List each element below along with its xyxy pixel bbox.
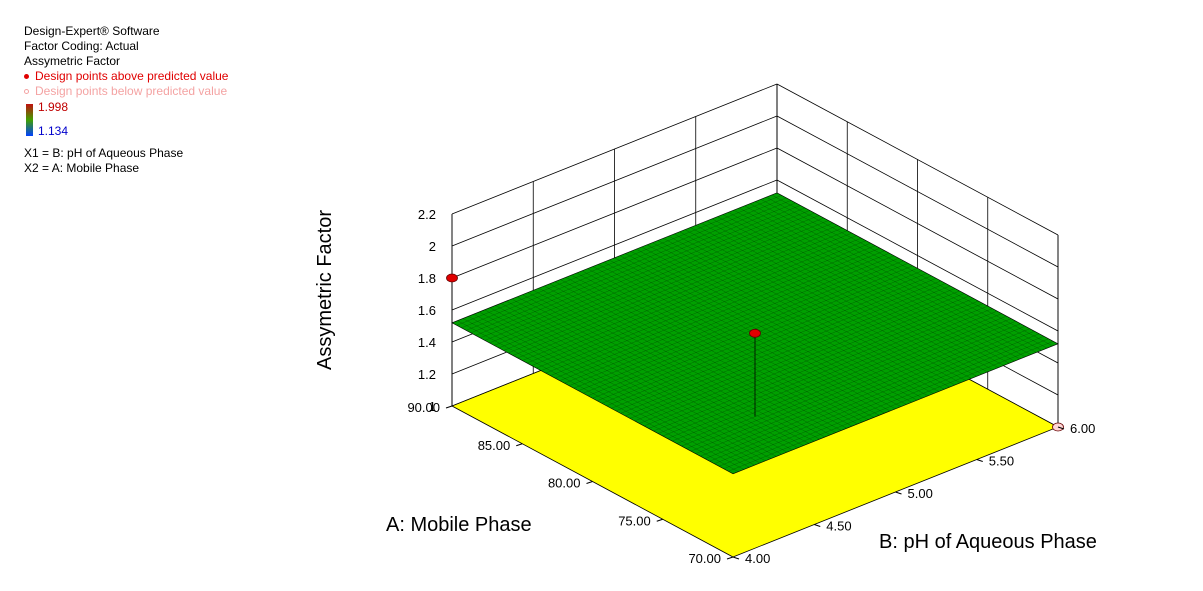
surface-mesh-line [489,212,815,344]
color-scale-bar [26,104,33,136]
z-tick-label: 1.2 [418,367,436,382]
design-point [446,273,458,283]
surface-mesh-line [494,215,820,346]
pink-dot-icon [24,89,29,94]
b-tick-label: 4.50 [826,519,851,534]
surface-mesh-line [728,212,1010,364]
surface-mesh-line [465,200,792,331]
a-axis-tick [445,405,453,409]
software-label: Design-Expert® Software [24,24,160,38]
scale-max-label: 1.998 [38,100,69,114]
points-above-label: Design points above predicted value [35,69,229,83]
a-tick-label: 90.00 [407,400,440,415]
axes: Assymetric Factor A: Mobile Phase B: pH … [314,207,1097,566]
z-axis-title: Assymetric Factor [314,210,336,370]
b-tick-label: 5.50 [989,454,1014,469]
b-axis-title: B: pH of Aqueous Phase [879,531,1097,553]
design-point [749,328,761,338]
a-axis-tick [586,481,593,484]
a-axis-tick [726,556,734,560]
surface-mesh-line [749,203,1031,355]
response-label: Assymetric Factor [24,54,121,68]
b-tick-label: 6.00 [1070,421,1095,436]
surface-mesh-line [484,210,810,341]
surface-mesh-line [760,199,1042,351]
legend-points-above: Design points above predicted value [24,69,228,84]
color-scale: 1.998 1.134 [24,100,228,138]
z-tick-label: 2.2 [418,207,436,222]
surface-mesh-line [739,207,1021,360]
surface-mesh-line [733,209,1015,362]
surface-mesh-line [771,194,1053,347]
a-tick-label: 75.00 [618,513,651,528]
x2-label: X2 = A: Mobile Phase [24,161,140,175]
surface-mesh-line [744,205,1026,357]
a-axis-tick [516,443,523,447]
red-dot-icon [24,74,29,79]
surface-mesh-line [755,201,1037,353]
b-tick-label: 5.00 [908,486,933,501]
surface-mesh-line [766,196,1048,349]
surface-mesh-line [461,197,787,328]
points-below-label: Design points below predicted value [35,84,228,98]
a-axis-tick [656,518,663,522]
b-axis-tick [732,556,740,560]
factor-coding-label: Factor Coding: Actual [24,39,139,53]
a-tick-label: 80.00 [548,476,581,491]
surface-mesh-line [456,195,782,326]
b-axis-tick [814,524,821,527]
legend-points-below: Design points below predicted value [24,84,228,99]
legend: Design-Expert® Software Factor Coding: A… [24,24,228,176]
x1-label: X1 = B: pH of Aqueous Phase [24,146,184,160]
b-tick-label: 4.00 [745,551,770,566]
surface-mesh-line [480,207,806,339]
a-axis-title: A: Mobile Phase [386,514,532,536]
z-tick-label: 1.4 [418,335,436,350]
b-axis-tick [976,459,983,462]
surface-mesh-line [470,202,796,334]
surface-mesh-line [475,205,801,336]
a-tick-label: 85.00 [478,438,511,453]
z-tick-label: 1 [429,399,436,414]
surface-mesh-line [498,217,824,349]
z-tick-label: 1.6 [418,303,436,318]
b-axis-tick [895,491,902,495]
design-points [446,273,1064,432]
b-axis-tick [1057,426,1065,430]
z-tick-label: 1.8 [418,271,436,286]
a-tick-label: 70.00 [688,551,721,566]
z-tick-label: 2 [429,239,436,254]
scale-min-label: 1.134 [38,124,69,138]
